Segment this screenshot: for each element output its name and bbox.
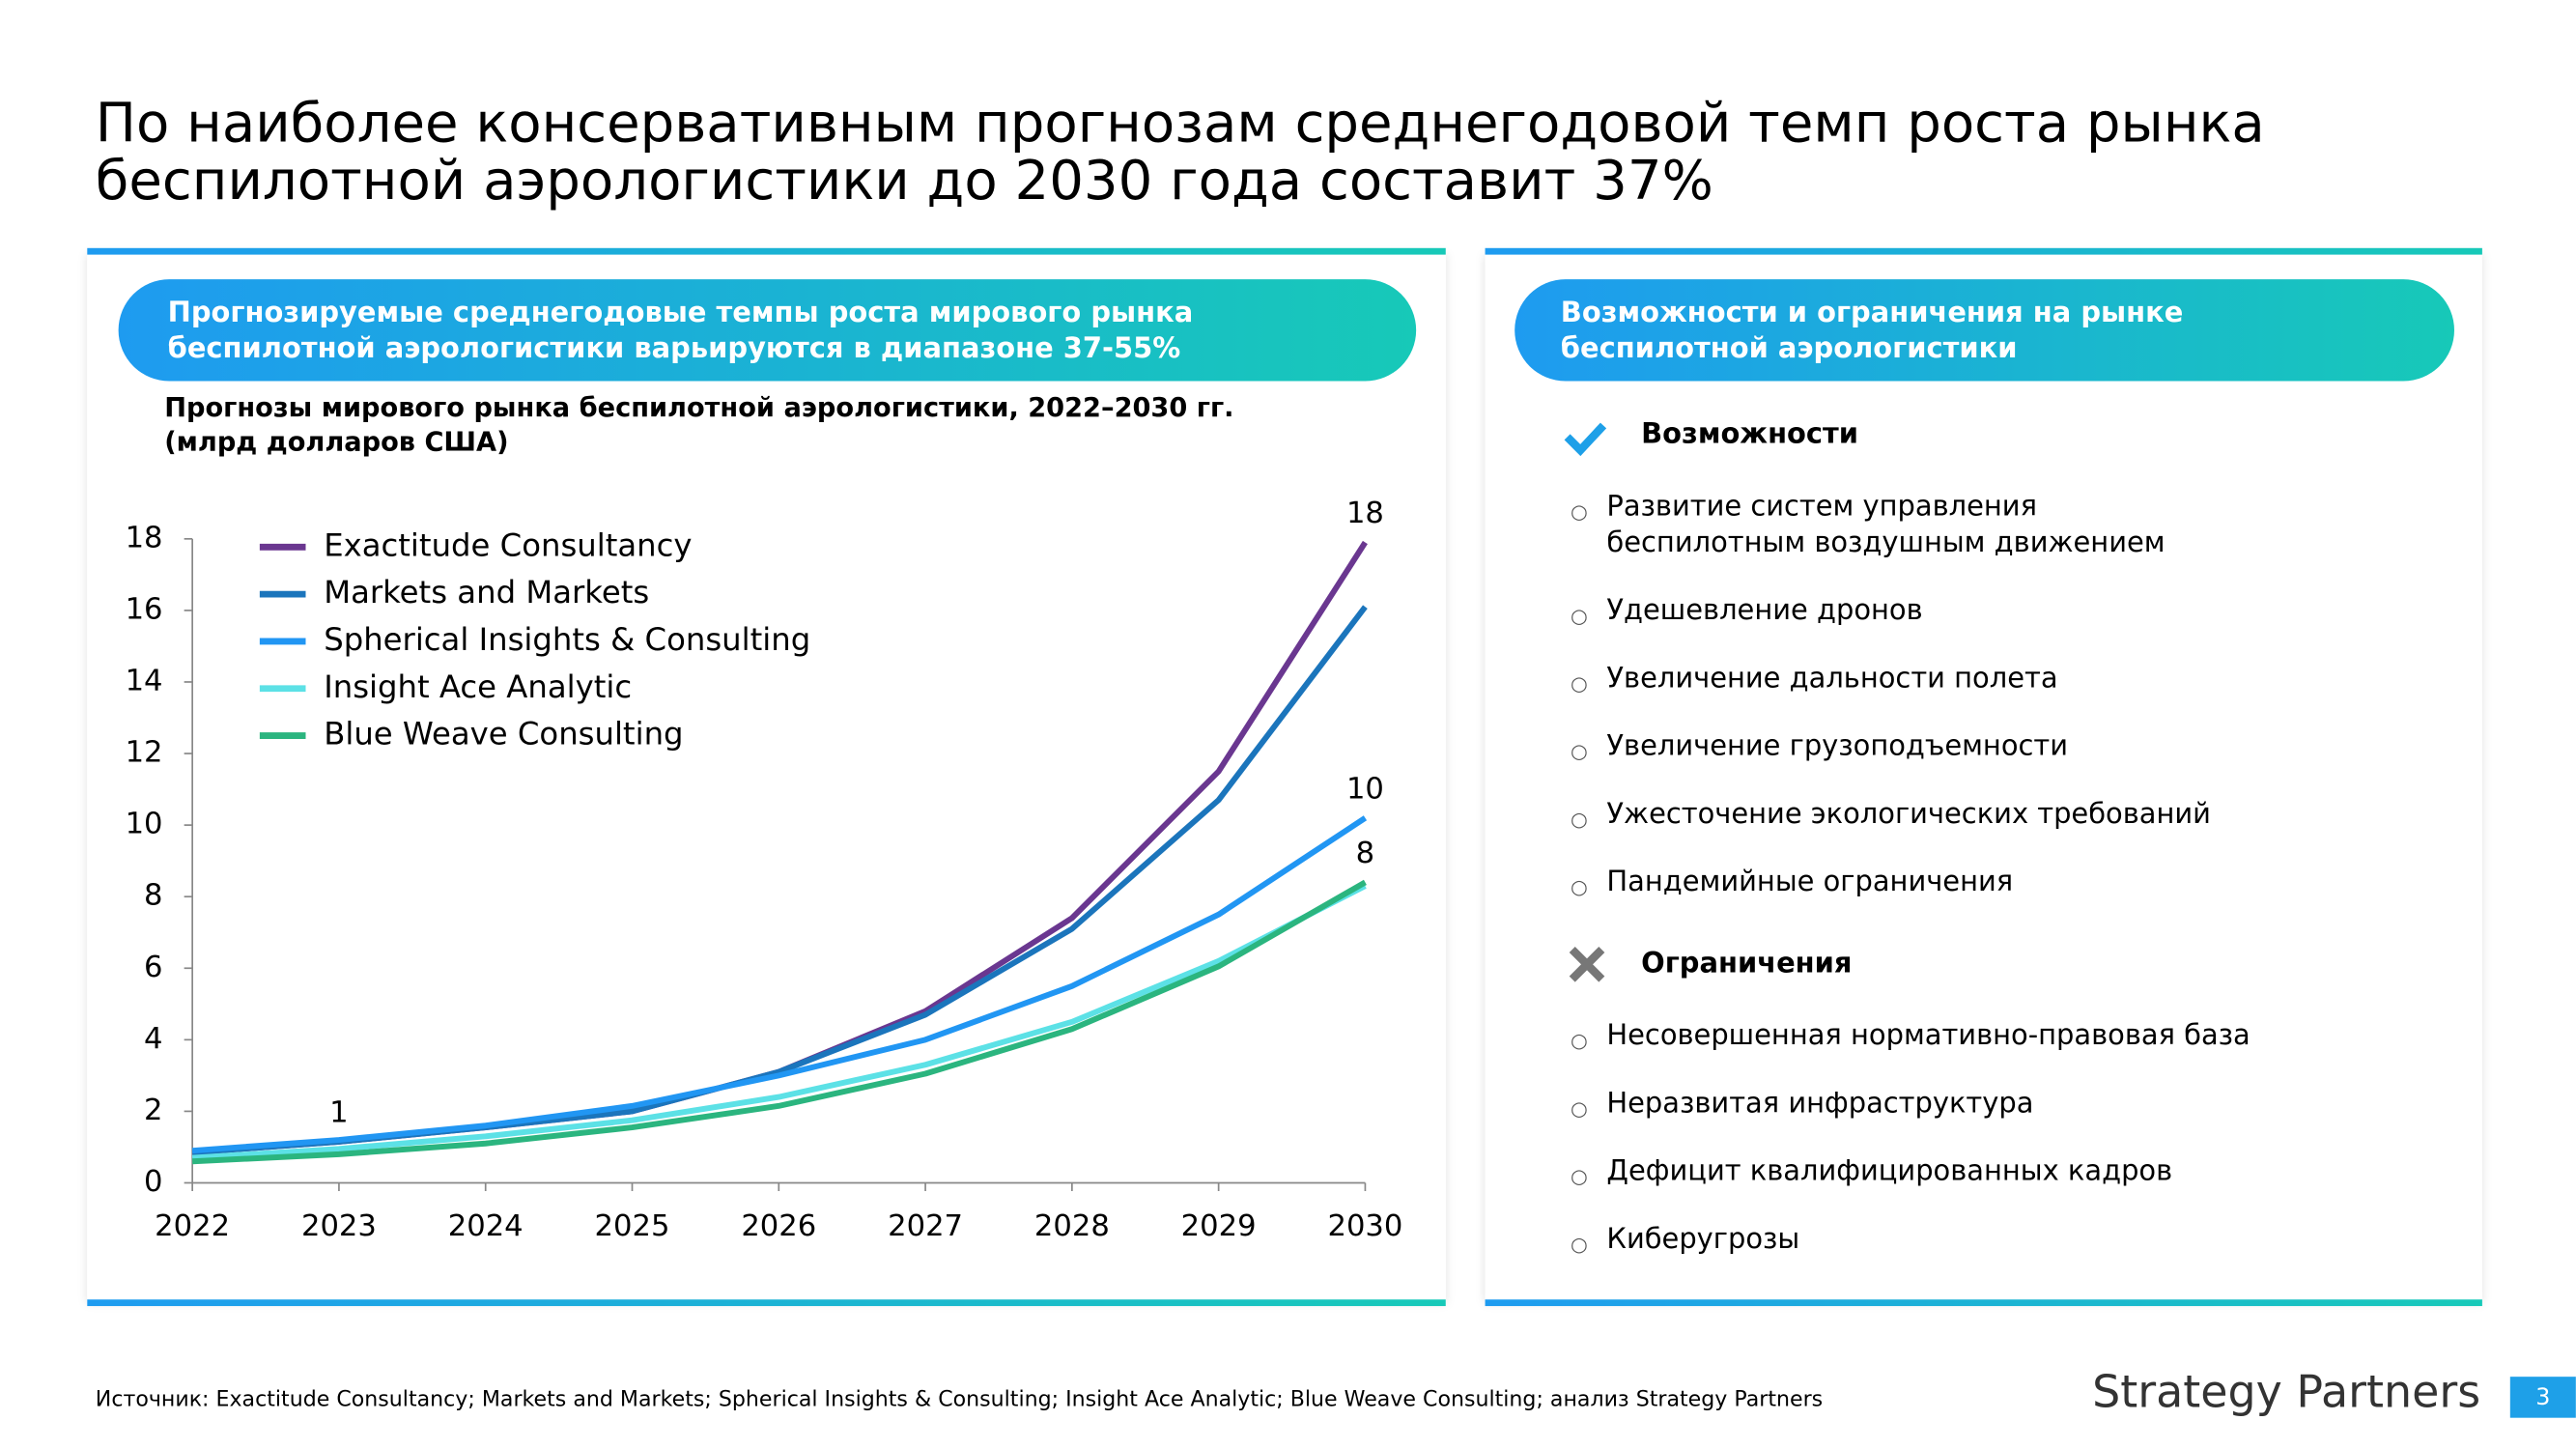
list-item: Киберугрозы <box>1606 1222 1799 1255</box>
source: Источник: Exactitude Consultancy; Market… <box>96 1386 1823 1411</box>
header-pill <box>1514 279 2454 382</box>
title: беспилотной аэрологистики до 2030 года с… <box>96 150 1713 213</box>
panel-border <box>1485 1299 2482 1307</box>
title: По наиболее консервативным прогнозам сре… <box>96 93 2265 156</box>
y-tick-label: 4 <box>144 1022 162 1056</box>
y-tick-label: 6 <box>144 951 162 984</box>
panel-border <box>1485 247 2482 255</box>
list-item: Ужесточение экологических требований <box>1606 797 2211 830</box>
x-tick-label: 2029 <box>1181 1209 1257 1243</box>
list-item: беспилотным воздушным движением <box>1606 526 2165 558</box>
data-label: 8 <box>1356 837 1374 870</box>
panel-header: беспилотной аэрологистики варьируются в … <box>168 331 1181 364</box>
x-tick-label: 2030 <box>1327 1209 1402 1243</box>
check-icon <box>1564 422 1607 457</box>
logo: Strategy Partners <box>2092 1365 2480 1417</box>
x-tick-label: 2022 <box>155 1209 230 1243</box>
series-line <box>192 879 1367 1165</box>
legend-label: Markets and Markets <box>324 574 649 611</box>
y-tick-label: 14 <box>126 664 163 697</box>
y-tick-label: 8 <box>144 879 162 913</box>
panel-header: Возможности и ограничения на рынке <box>1561 296 2184 328</box>
page-box <box>2509 1377 2576 1418</box>
header-pill <box>118 279 1417 382</box>
bullet: ○ <box>1571 500 1588 524</box>
chart-subtitle: (млрд долларов США) <box>164 428 508 458</box>
y-tick-label: 0 <box>144 1165 162 1199</box>
bullet: ○ <box>1571 1165 1588 1188</box>
list-item: Дефицит квалифицированных кадров <box>1606 1154 2172 1187</box>
list-item: Увеличение дальности полета <box>1606 661 2057 694</box>
bullet: ○ <box>1571 1096 1588 1120</box>
legend-label: Exactitude Consultancy <box>324 526 692 563</box>
list-item: Увеличение грузоподъемности <box>1606 729 2068 762</box>
data-label: 10 <box>1346 772 1384 806</box>
panel <box>87 254 1446 1303</box>
section-title: Ограничения <box>1641 946 1852 979</box>
chart-title: Прогнозы мирового рынка беспилотной аэро… <box>164 393 1233 423</box>
list-item: Пандемийные ограничения <box>1606 865 2013 897</box>
data-label: 18 <box>1346 497 1384 530</box>
y-tick-label: 16 <box>126 592 163 626</box>
series-line <box>191 815 1368 1154</box>
page-number: 3 <box>2535 1383 2550 1410</box>
x-tick-label: 2028 <box>1034 1209 1110 1243</box>
list-item: Удешевление дронов <box>1606 593 1922 626</box>
x-tick-label: 2025 <box>595 1209 670 1243</box>
bullet: ○ <box>1571 740 1588 763</box>
y-tick-label: 18 <box>126 521 163 554</box>
y-tick-label: 12 <box>126 736 163 770</box>
series-line <box>191 883 1367 1161</box>
legend-label: Insight Ace Analytic <box>324 668 632 705</box>
bullet: ○ <box>1571 875 1588 898</box>
panel-header: Прогнозируемые среднегодовые темпы роста… <box>168 296 1194 328</box>
section-title: Возможности <box>1641 417 1858 450</box>
panel-header: беспилотной аэрологистики <box>1561 331 2018 364</box>
bullet: ○ <box>1571 1029 1588 1052</box>
panel-border <box>87 1299 1446 1307</box>
x-tick-label: 2024 <box>448 1209 524 1243</box>
panel <box>1485 254 2482 1303</box>
bullet: ○ <box>1571 604 1588 627</box>
y-tick-label: 2 <box>144 1094 162 1127</box>
y-tick-label: 10 <box>126 808 163 841</box>
cross-icon <box>1569 946 1605 982</box>
legend-label: Spherical Insights & Consulting <box>324 621 810 658</box>
list-item: Несовершенная нормативно-правовая база <box>1606 1018 2250 1051</box>
legend-label: Blue Weave Consulting <box>324 716 683 753</box>
x-tick-label: 2027 <box>888 1209 963 1243</box>
x-tick-label: 2026 <box>741 1209 816 1243</box>
panel-border <box>87 247 1446 255</box>
x-tick-label: 2023 <box>301 1209 377 1243</box>
list-item: Развитие систем управления <box>1606 490 2037 523</box>
bullet: ○ <box>1571 808 1588 831</box>
list-item: Неразвитая инфраструктура <box>1606 1086 2033 1119</box>
data-label: 1 <box>329 1095 348 1129</box>
bullet: ○ <box>1571 1233 1588 1256</box>
bullet: ○ <box>1571 672 1588 696</box>
